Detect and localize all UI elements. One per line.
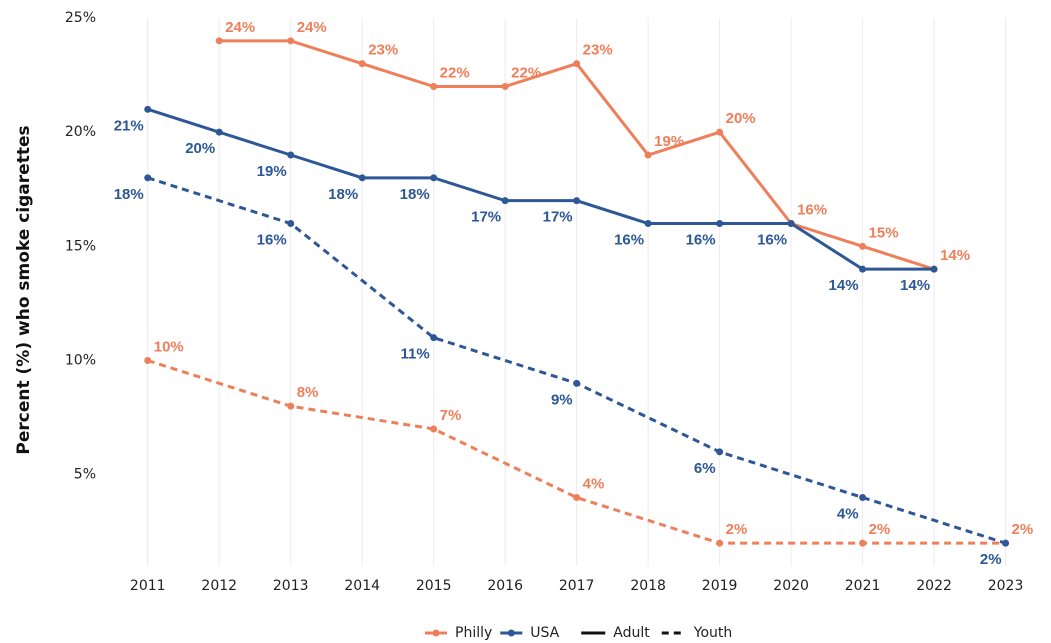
y-tick-label: 25% bbox=[65, 10, 96, 26]
data-label: 24% bbox=[225, 19, 255, 36]
x-tick-label: 2021 bbox=[845, 578, 881, 594]
x-tick-label: 2019 bbox=[702, 578, 738, 594]
point bbox=[1002, 539, 1010, 547]
x-tick-label: 2023 bbox=[988, 578, 1024, 594]
data-label: 2% bbox=[1012, 521, 1034, 538]
point bbox=[287, 37, 295, 45]
data-label: 15% bbox=[869, 224, 899, 241]
data-label: 18% bbox=[114, 186, 144, 203]
point bbox=[859, 265, 867, 273]
data-label: 20% bbox=[726, 110, 756, 127]
point bbox=[358, 60, 366, 68]
point bbox=[287, 220, 295, 227]
point bbox=[287, 402, 295, 410]
data-label: 18% bbox=[400, 186, 430, 203]
y-tick-label: 10% bbox=[65, 353, 96, 369]
y-tick-label: 15% bbox=[65, 238, 96, 254]
data-label: 16% bbox=[797, 201, 827, 218]
point bbox=[644, 220, 652, 227]
data-label: 23% bbox=[583, 42, 613, 59]
data-label: 20% bbox=[185, 140, 215, 157]
point bbox=[287, 151, 295, 159]
x-tick-label: 2015 bbox=[416, 578, 452, 594]
point bbox=[716, 220, 724, 227]
data-label: 14% bbox=[940, 247, 970, 264]
y-tick-label: 5% bbox=[74, 467, 96, 483]
data-label: 7% bbox=[440, 407, 462, 424]
point bbox=[430, 174, 438, 182]
point bbox=[859, 539, 867, 547]
data-label: 21% bbox=[114, 117, 144, 134]
legend-swatch bbox=[507, 629, 515, 637]
data-label: 2% bbox=[980, 551, 1002, 568]
point bbox=[215, 37, 223, 45]
legend-swatch bbox=[432, 629, 440, 637]
point bbox=[716, 539, 724, 547]
data-label: 14% bbox=[900, 277, 930, 294]
data-label: 23% bbox=[368, 42, 398, 59]
x-tick-label: 2020 bbox=[773, 578, 809, 594]
y-tick-label: 20% bbox=[65, 124, 96, 140]
data-label: 11% bbox=[400, 346, 429, 363]
x-tick-label: 2022 bbox=[916, 578, 952, 594]
data-label: 22% bbox=[440, 64, 470, 81]
point bbox=[930, 265, 938, 273]
legend-label: Adult bbox=[613, 625, 650, 641]
point bbox=[859, 494, 867, 501]
data-label: 8% bbox=[297, 384, 319, 401]
data-label: 19% bbox=[257, 163, 287, 180]
point bbox=[716, 448, 724, 456]
data-label: 22% bbox=[511, 64, 541, 81]
point bbox=[144, 357, 152, 364]
point bbox=[787, 220, 795, 227]
x-tick-label: 2012 bbox=[201, 578, 237, 594]
data-label: 17% bbox=[543, 209, 573, 226]
line bbox=[147, 107, 935, 271]
x-tick-label: 2017 bbox=[559, 578, 595, 594]
data-label: 10% bbox=[154, 338, 184, 355]
data-label: 14% bbox=[829, 277, 859, 294]
data-label: 4% bbox=[837, 505, 859, 522]
point bbox=[501, 197, 509, 205]
point bbox=[430, 425, 438, 433]
x-tick-label: 2016 bbox=[487, 578, 523, 594]
data-label: 16% bbox=[686, 231, 716, 248]
data-label: 19% bbox=[654, 133, 684, 150]
point bbox=[573, 60, 581, 68]
data-label: 17% bbox=[471, 209, 501, 226]
data-label: 2% bbox=[726, 521, 748, 538]
data-label: 6% bbox=[694, 460, 716, 477]
point bbox=[215, 128, 223, 136]
legend-label: Youth bbox=[693, 625, 733, 641]
point bbox=[144, 105, 152, 113]
data-label: 16% bbox=[757, 231, 787, 248]
x-tick-label: 2013 bbox=[273, 578, 309, 594]
point bbox=[430, 83, 438, 90]
data-label: 9% bbox=[551, 391, 573, 408]
legend-label: USA bbox=[530, 625, 559, 641]
x-tick-label: 2014 bbox=[344, 578, 380, 594]
point bbox=[573, 197, 581, 205]
point bbox=[430, 334, 438, 342]
x-tick-label: 2018 bbox=[630, 578, 666, 594]
data-label: 2% bbox=[869, 521, 891, 538]
point bbox=[859, 242, 867, 250]
point bbox=[644, 151, 652, 159]
point bbox=[573, 494, 581, 501]
x-tick-label: 2011 bbox=[130, 578, 166, 594]
data-label: 18% bbox=[328, 186, 358, 203]
y-axis-title: Percent (%) who smoke cigarettes bbox=[14, 125, 34, 454]
point bbox=[144, 174, 152, 182]
legend-label: Philly bbox=[455, 625, 492, 641]
point bbox=[573, 379, 581, 387]
data-label: 4% bbox=[583, 475, 605, 492]
point bbox=[501, 83, 509, 90]
data-label: 16% bbox=[257, 231, 287, 248]
point bbox=[716, 128, 724, 136]
point bbox=[358, 174, 366, 182]
data-label: 16% bbox=[614, 231, 644, 248]
data-label: 24% bbox=[297, 19, 327, 36]
